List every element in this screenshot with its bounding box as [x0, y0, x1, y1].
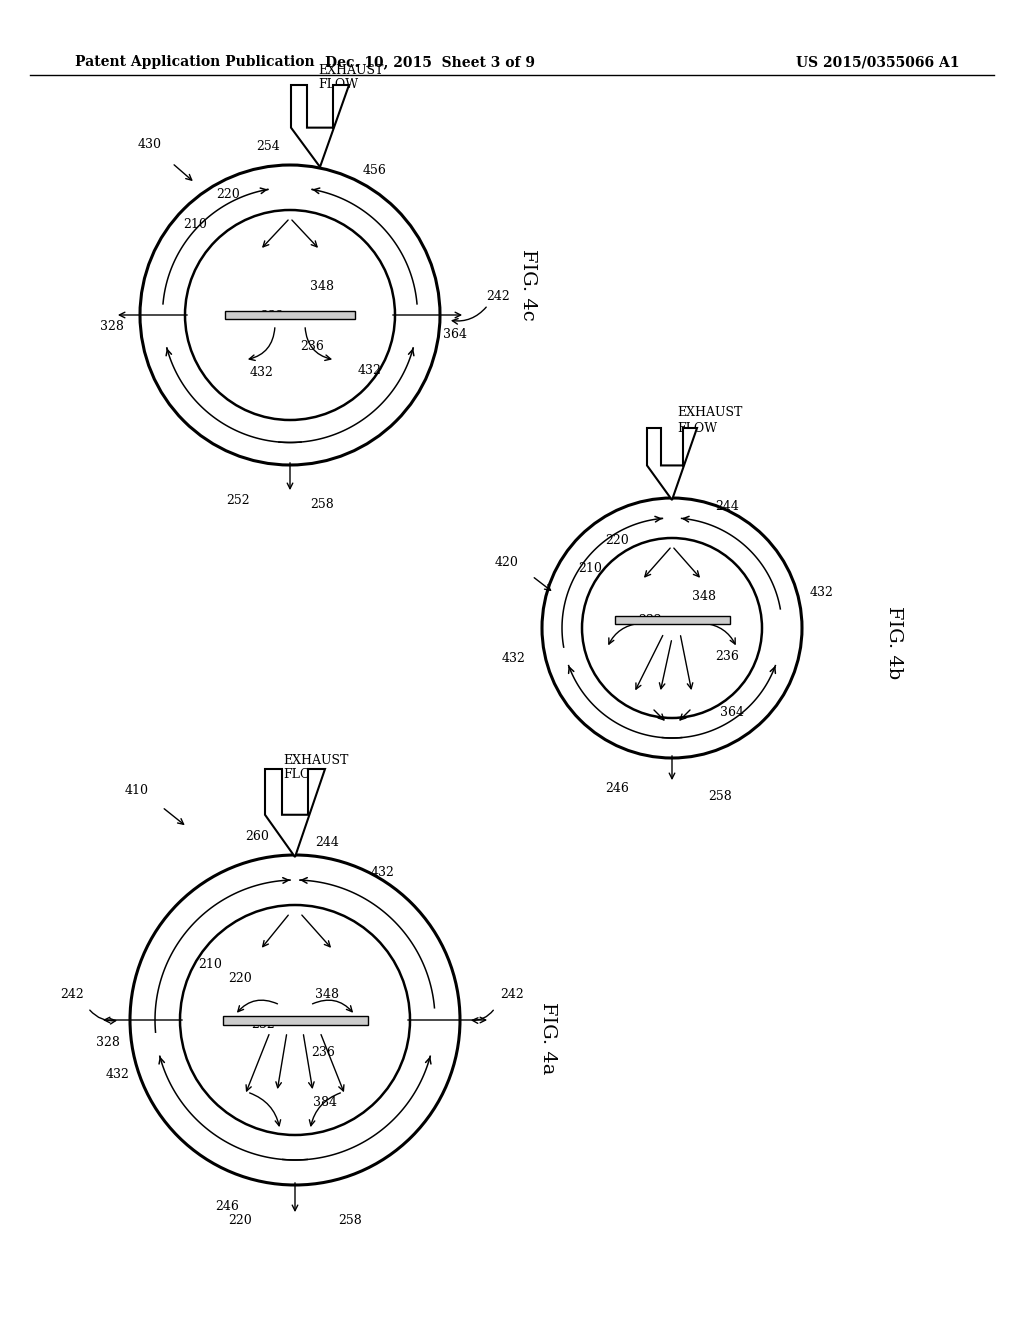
Text: 244: 244 — [715, 499, 739, 512]
Text: 242: 242 — [500, 989, 524, 1002]
Text: 220: 220 — [228, 1213, 252, 1226]
Text: 232: 232 — [638, 614, 662, 627]
Text: 432: 432 — [106, 1068, 130, 1081]
Text: Dec. 10, 2015  Sheet 3 of 9: Dec. 10, 2015 Sheet 3 of 9 — [325, 55, 535, 69]
Text: 364: 364 — [443, 329, 467, 342]
Text: 244: 244 — [315, 837, 339, 850]
Text: 456: 456 — [364, 164, 387, 177]
Text: 364: 364 — [720, 706, 744, 719]
Text: 432: 432 — [502, 652, 526, 664]
Text: 430: 430 — [138, 139, 162, 152]
Text: 246: 246 — [605, 781, 629, 795]
Text: 236: 236 — [715, 649, 739, 663]
Text: Patent Application Publication: Patent Application Publication — [75, 55, 314, 69]
Text: 328: 328 — [100, 321, 124, 334]
Text: 242: 242 — [486, 290, 510, 304]
Polygon shape — [647, 428, 697, 500]
Text: FIG. 4b: FIG. 4b — [885, 606, 903, 680]
Text: FIG. 4c: FIG. 4c — [519, 249, 537, 321]
Text: 348: 348 — [310, 281, 334, 293]
Text: 236: 236 — [300, 341, 324, 354]
Text: 420: 420 — [495, 557, 519, 569]
Text: 258: 258 — [310, 499, 334, 511]
Text: EXHAUST: EXHAUST — [283, 754, 348, 767]
Text: 432: 432 — [371, 866, 395, 879]
Text: 384: 384 — [313, 1096, 337, 1109]
Polygon shape — [265, 770, 325, 857]
Text: FIG. 4a: FIG. 4a — [539, 1002, 557, 1074]
Text: 410: 410 — [125, 784, 150, 796]
Text: 258: 258 — [709, 789, 732, 803]
Polygon shape — [291, 84, 349, 168]
Text: 252: 252 — [226, 494, 250, 507]
Text: US 2015/0355066 A1: US 2015/0355066 A1 — [797, 55, 961, 69]
Text: 246: 246 — [215, 1200, 239, 1213]
Text: 210: 210 — [183, 219, 207, 231]
Text: 432: 432 — [250, 367, 274, 380]
Text: 232: 232 — [260, 310, 284, 323]
Text: FLOW: FLOW — [283, 768, 324, 781]
Bar — [222, 1015, 368, 1024]
Text: 260: 260 — [245, 830, 269, 843]
Text: 220: 220 — [605, 533, 629, 546]
Text: 232: 232 — [251, 1019, 274, 1031]
Text: FLOW: FLOW — [318, 78, 358, 91]
Text: 242: 242 — [60, 989, 84, 1002]
Bar — [614, 616, 729, 624]
Text: 220: 220 — [228, 972, 252, 985]
Text: 236: 236 — [311, 1045, 335, 1059]
Text: 210: 210 — [198, 958, 222, 972]
Text: 348: 348 — [315, 989, 339, 1002]
Text: 432: 432 — [810, 586, 834, 599]
Text: 328: 328 — [96, 1035, 120, 1048]
Text: 254: 254 — [256, 140, 280, 153]
Text: 258: 258 — [338, 1213, 361, 1226]
Text: FLOW: FLOW — [677, 421, 717, 434]
Text: EXHAUST: EXHAUST — [318, 63, 383, 77]
Text: 432: 432 — [358, 363, 382, 376]
Text: 210: 210 — [579, 561, 602, 574]
Text: EXHAUST: EXHAUST — [677, 407, 742, 420]
Bar — [225, 312, 355, 319]
Text: 220: 220 — [216, 189, 240, 202]
Text: 348: 348 — [692, 590, 716, 602]
